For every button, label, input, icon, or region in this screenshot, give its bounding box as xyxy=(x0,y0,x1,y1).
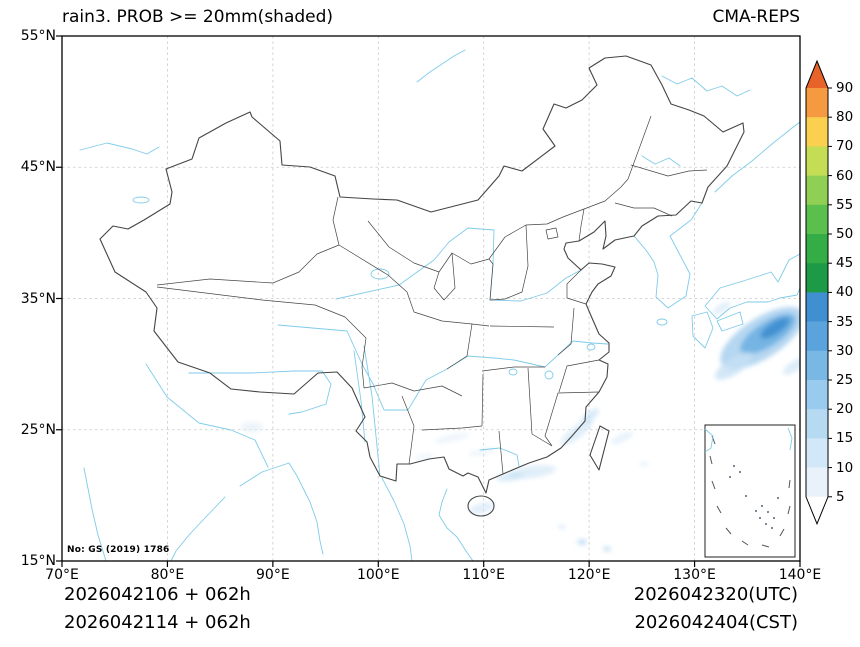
colorbar-tick-label: 50 xyxy=(836,226,854,242)
colorbar-tick-label: 90 xyxy=(836,80,854,96)
init-time-cst: 2026042114 + 062h xyxy=(64,612,251,633)
colorbar-tick-label: 55 xyxy=(836,196,854,213)
graticule-grid xyxy=(62,36,800,561)
south-china-sea-inset xyxy=(704,424,796,558)
lat-tick-label: 15°N xyxy=(20,553,56,569)
map-license-watermark: No: GS (2019) 1786 xyxy=(67,545,170,555)
nine-dash-line xyxy=(709,435,791,548)
lat-tick-label: 25°N xyxy=(20,421,56,438)
lon-tick-label: 100°E xyxy=(356,567,400,583)
valid-time-cst: 2026042404(CST) xyxy=(634,612,798,633)
colorbar-tick-label: 25 xyxy=(836,372,854,388)
lon-tick-label: 120°E xyxy=(567,567,611,583)
lat-tick-label: 35°N xyxy=(20,290,56,307)
axis-ticks xyxy=(56,35,801,567)
model-name: CMA-REPS xyxy=(712,7,800,27)
lon-tick-label: 140°E xyxy=(778,567,822,583)
lon-tick-label: 130°E xyxy=(673,567,716,583)
rivers-and-coastlines xyxy=(79,49,800,561)
colorbar-tick-label: 35 xyxy=(836,313,854,330)
precip-probability-shading xyxy=(241,301,800,552)
inset-coastlines xyxy=(704,427,793,453)
colorbar-tick-label: 60 xyxy=(836,167,854,184)
colorbar-tick-label: 45 xyxy=(836,255,854,272)
lat-tick-label: 45°N xyxy=(20,159,56,176)
inset-islands xyxy=(729,465,779,529)
figure-title: rain3. PROB >= 20mm(shaded) xyxy=(62,7,334,27)
taiwan-island xyxy=(589,425,610,471)
china-boundary xyxy=(99,55,745,517)
init-time-utc: 2026042106 + 062h xyxy=(64,584,251,605)
colorbar xyxy=(805,59,832,526)
colorbar-tick-label: 30 xyxy=(836,342,854,359)
lon-tick-label: 110°E xyxy=(462,567,505,583)
lat-tick-label: 55°N xyxy=(20,28,56,44)
colorbar-tick-label: 10 xyxy=(836,459,854,476)
colorbar-tick-label: 40 xyxy=(836,284,854,301)
lon-tick-label: 90°E xyxy=(256,567,290,583)
province-boundaries xyxy=(156,115,708,475)
colorbar-tick-label: 80 xyxy=(836,109,854,126)
colorbar-tick-label: 20 xyxy=(836,401,854,418)
hainan-island xyxy=(467,495,495,517)
colorbar-tick-label: 70 xyxy=(836,138,854,155)
colorbar-tick-label: 5 xyxy=(836,488,845,505)
valid-time-utc: 2026042320(UTC) xyxy=(633,584,798,605)
colorbar-tick-label: 15 xyxy=(836,430,854,447)
lon-tick-label: 70°E xyxy=(45,567,79,583)
lon-tick-label: 80°E xyxy=(150,567,185,583)
